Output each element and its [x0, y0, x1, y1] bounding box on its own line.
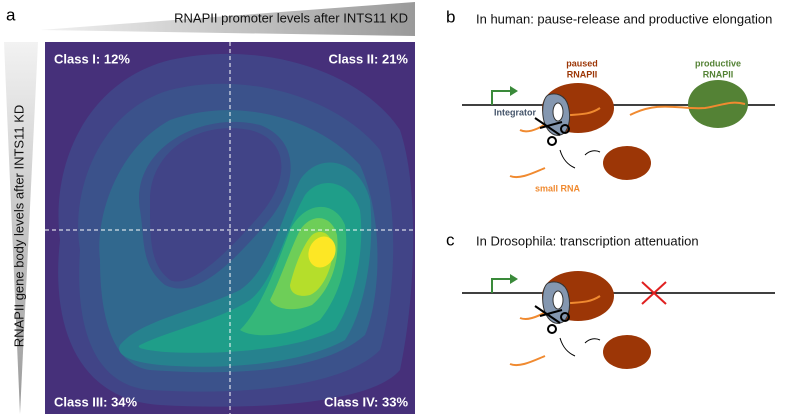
y-axis-label: RNAPII gene body levels after INTS11 KD [11, 105, 26, 348]
genebody-wedge [4, 42, 38, 414]
rna [629, 101, 746, 116]
integrator [552, 102, 564, 122]
productive-label: productive [695, 58, 741, 68]
promoter-arrow [491, 278, 510, 293]
arrow [559, 337, 576, 357]
x-axis-label: RNAPII promoter levels after INTS11 KD [174, 10, 408, 25]
arrow [559, 149, 576, 169]
productive-polymerase [688, 80, 748, 128]
panel-label: b [446, 7, 455, 26]
scissors [534, 305, 570, 334]
quadrant-label: Class II: 21% [329, 51, 409, 66]
promoter-arrow [510, 86, 518, 96]
block-mark [641, 281, 667, 305]
promoter-wedge [40, 2, 415, 36]
rna [509, 167, 546, 178]
quadrant-label: Class IV: 33% [324, 394, 408, 409]
arrow [584, 150, 601, 156]
quadrant-label: Class I: 12% [54, 51, 130, 66]
quadrant-label: Class III: 34% [54, 394, 138, 409]
rna [509, 355, 546, 366]
released-polymerase [603, 146, 651, 180]
panel-title: In Drosophila: transcription attenuation [476, 233, 699, 248]
integrator-label: Integrator [494, 107, 537, 117]
paused-label: RNAPII [567, 69, 598, 79]
paused-label: paused [566, 58, 598, 68]
released-polymerase [603, 335, 651, 369]
integrator [552, 290, 564, 310]
promoter-arrow [510, 274, 518, 284]
scissors [534, 117, 570, 146]
panel-label: c [446, 230, 455, 249]
arrow [584, 338, 601, 344]
productive-label: RNAPII [703, 69, 734, 79]
promoter-arrow [491, 90, 510, 105]
small-rna-label: small RNA [535, 183, 581, 193]
panel-label: a [6, 5, 16, 24]
panel-title: In human: pause-release and productive e… [476, 11, 772, 26]
